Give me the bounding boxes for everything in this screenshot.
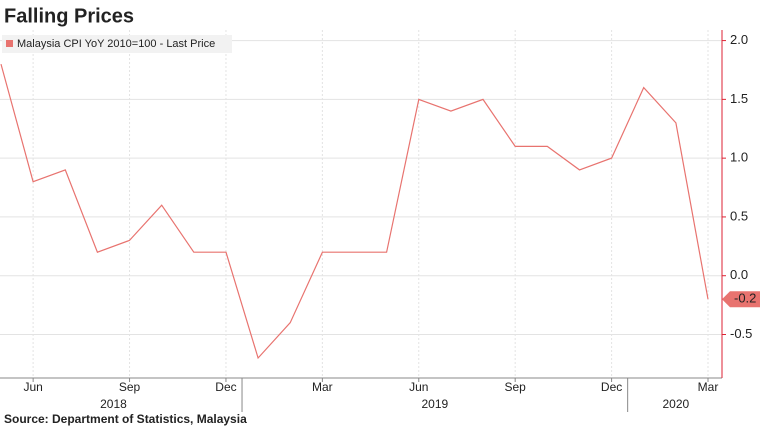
y-tick-label: -0.5: [730, 326, 752, 341]
chart-title: Falling Prices: [4, 5, 134, 27]
x-tick-label: Mar: [698, 380, 719, 394]
y-tick-label: 2.0: [730, 32, 748, 47]
y-tick-label: 1.0: [730, 150, 748, 165]
y-tick-label: 0.5: [730, 208, 748, 223]
x-tick-label: Sep: [505, 380, 527, 394]
x-tick-label: Mar: [312, 380, 333, 394]
year-label: 2018: [100, 397, 127, 411]
x-tick-label: Dec: [215, 380, 236, 394]
source: Source: Department of Statistics, Malays…: [4, 412, 247, 426]
last-price-tag: [722, 291, 760, 308]
line: [0, 63, 709, 360]
year-label: 2019: [421, 397, 448, 411]
legend-label: Malaysia CPI YoY 2010=100 - Last Price: [17, 38, 215, 50]
y-tick-label: 0.0: [730, 267, 748, 282]
legend-box: [2, 35, 232, 53]
x-tick-label: Jun: [23, 380, 42, 394]
x-tick-label: Sep: [119, 380, 141, 394]
last-price-label: -0.2: [734, 291, 756, 306]
legend-swatch: [6, 40, 13, 47]
y-tick-label: 1.5: [730, 91, 748, 106]
year-label: 2020: [663, 397, 690, 411]
x-tick-label: Jun: [409, 380, 428, 394]
x-tick-label: Dec: [601, 380, 622, 394]
